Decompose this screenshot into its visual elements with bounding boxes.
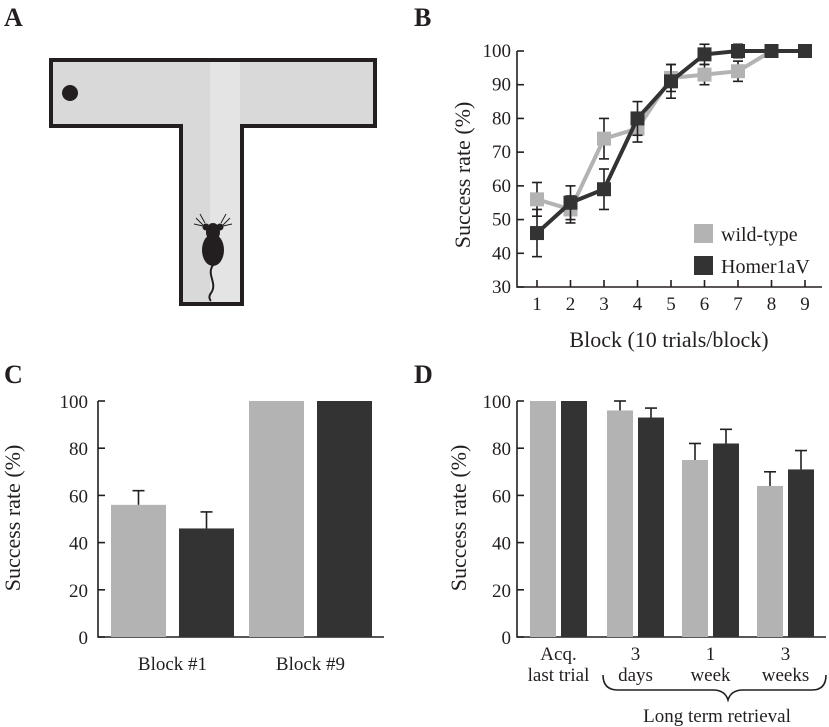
chart-d-ytick-label: 20: [492, 581, 511, 602]
chart-b-point: [798, 44, 812, 58]
chart-b-xtick-label: 3: [599, 294, 609, 315]
chart-b-point: [764, 44, 779, 58]
chart-b-point: [630, 111, 645, 126]
chart-d-bar-wild-type-4: [757, 485, 783, 637]
chart-b-ytick-label: 80: [492, 108, 511, 129]
chart-b-point: [664, 74, 678, 89]
chart-c-category-label: Block #9: [276, 654, 345, 675]
chart-d-category-label-line1: Acq.: [540, 644, 576, 665]
chart-b-ytick-label: 60: [492, 176, 511, 197]
chart-d-bar-retrieval: Success rate (%) Long term retrieval 0 20…: [446, 392, 827, 727]
legend-swatch-homer1av: [694, 256, 713, 275]
chart-d-ytick-label: 0: [502, 628, 512, 649]
chart-d-bar-homer1av-3: [713, 443, 739, 637]
chart-b-xtick-label: 1: [532, 294, 542, 315]
legend-swatch-wild-type: [694, 224, 713, 243]
maze-light-strip: [210, 62, 240, 302]
chart-d-ytick-label: 60: [492, 486, 511, 507]
chart-b-ytick-label: 40: [492, 243, 511, 264]
chart-c-ytick-label: 20: [69, 581, 88, 602]
chart-d-category-label-line2: weeks: [762, 665, 809, 686]
chart-d-ytick-label: 100: [483, 392, 512, 413]
chart-d-group-bracket: [602, 674, 827, 703]
chart-b-ytick-label: 90: [492, 75, 511, 96]
chart-b-line-success-rate: Success rate (%) Block (10 trials/block)…: [450, 41, 822, 352]
chart-b-ytick-label: 50: [492, 210, 511, 231]
chart-c-ylabel: Success rate (%): [0, 445, 25, 592]
chart-b-ytick-label: 70: [492, 142, 511, 163]
chart-b-ylabel: Success rate (%): [450, 102, 475, 249]
chart-c-ytick-label: 80: [69, 439, 88, 460]
chart-b-xtick-label: 4: [633, 294, 643, 315]
chart-b-point: [597, 182, 611, 197]
chart-b-xtick-label: 7: [733, 294, 743, 315]
chart-c-category-label: Block #1: [138, 654, 207, 675]
chart-d-ytick-label: 80: [492, 439, 511, 460]
chart-d-bar-wild-type-2: [607, 410, 633, 637]
chart-c-ytick-label: 40: [69, 534, 88, 555]
chart-b-legend: wild-type Homer1aV: [694, 224, 810, 278]
panel-label-d: D: [414, 360, 433, 389]
chart-d-category-label-line2: week: [690, 665, 731, 686]
chart-b-ytick-label: 100: [483, 41, 512, 62]
mouse-icon: [193, 213, 233, 302]
panel-label-b: B: [414, 3, 431, 32]
chart-d-bar-homer1av-2: [638, 417, 664, 637]
chart-d-category-label-line1: 3: [631, 644, 641, 665]
chart-d-bar-wild-type-3: [682, 460, 708, 637]
chart-c-ytick-label: 0: [79, 628, 89, 649]
chart-b-xlabel: Block (10 trials/block): [569, 327, 768, 352]
chart-d-group-label: Long term retrieval: [643, 706, 791, 727]
chart-b-xtick-label: 2: [566, 294, 576, 315]
chart-c-bar-homer1av-2: [317, 401, 372, 637]
chart-b-ytick-label: 30: [492, 277, 511, 298]
chart-b-xtick-label: 8: [767, 294, 777, 315]
chart-b-point: [530, 192, 544, 207]
legend-label-wild-type: wild-type: [721, 224, 798, 246]
chart-b-xtick-label: 5: [666, 294, 676, 315]
chart-d-bar-homer1av-4: [788, 469, 814, 637]
chart-b-point: [563, 195, 578, 210]
t-maze-with-mouse-icon: [49, 58, 377, 306]
chart-c-bar-block-success: Success rate (%) 0 20 40 60 80 100 Block #1 Blo…: [0, 392, 384, 675]
panel-label-a: A: [4, 3, 23, 32]
chart-b-point: [530, 226, 544, 241]
chart-d-bar-wild-type-1: [530, 401, 556, 637]
chart-c-bar-homer1av-1: [179, 528, 234, 637]
panel-label-c: C: [4, 360, 23, 389]
chart-d-ylabel: Success rate (%): [446, 445, 471, 592]
legend-label-homer1av: Homer1aV: [721, 256, 810, 278]
chart-d-category-label-line2: days: [618, 665, 653, 686]
chart-c-bar-wild-type-1: [111, 504, 166, 637]
chart-b-xtick-label: 6: [700, 294, 710, 315]
chart-d-category-label-line1: 1: [706, 644, 716, 665]
chart-b-xtick-label: 9: [800, 294, 810, 315]
goal-dot-icon: [62, 85, 78, 101]
chart-b-point: [731, 44, 745, 58]
chart-b-point: [697, 47, 712, 62]
chart-d-category-label-line1: 3: [781, 644, 791, 665]
chart-b-point: [731, 64, 745, 79]
chart-d-bar-homer1av-1: [561, 401, 587, 637]
chart-d-ytick-label: 40: [492, 534, 511, 555]
chart-b-point: [697, 67, 712, 82]
chart-d-category-label-line2: last trial: [528, 665, 590, 686]
chart-b-series-homer1av: [530, 43, 812, 258]
chart-c-ytick-label: 60: [69, 486, 88, 507]
chart-c-ytick-label: 100: [60, 392, 89, 413]
chart-b-point: [597, 131, 611, 146]
chart-c-bar-wild-type-2: [249, 401, 304, 637]
